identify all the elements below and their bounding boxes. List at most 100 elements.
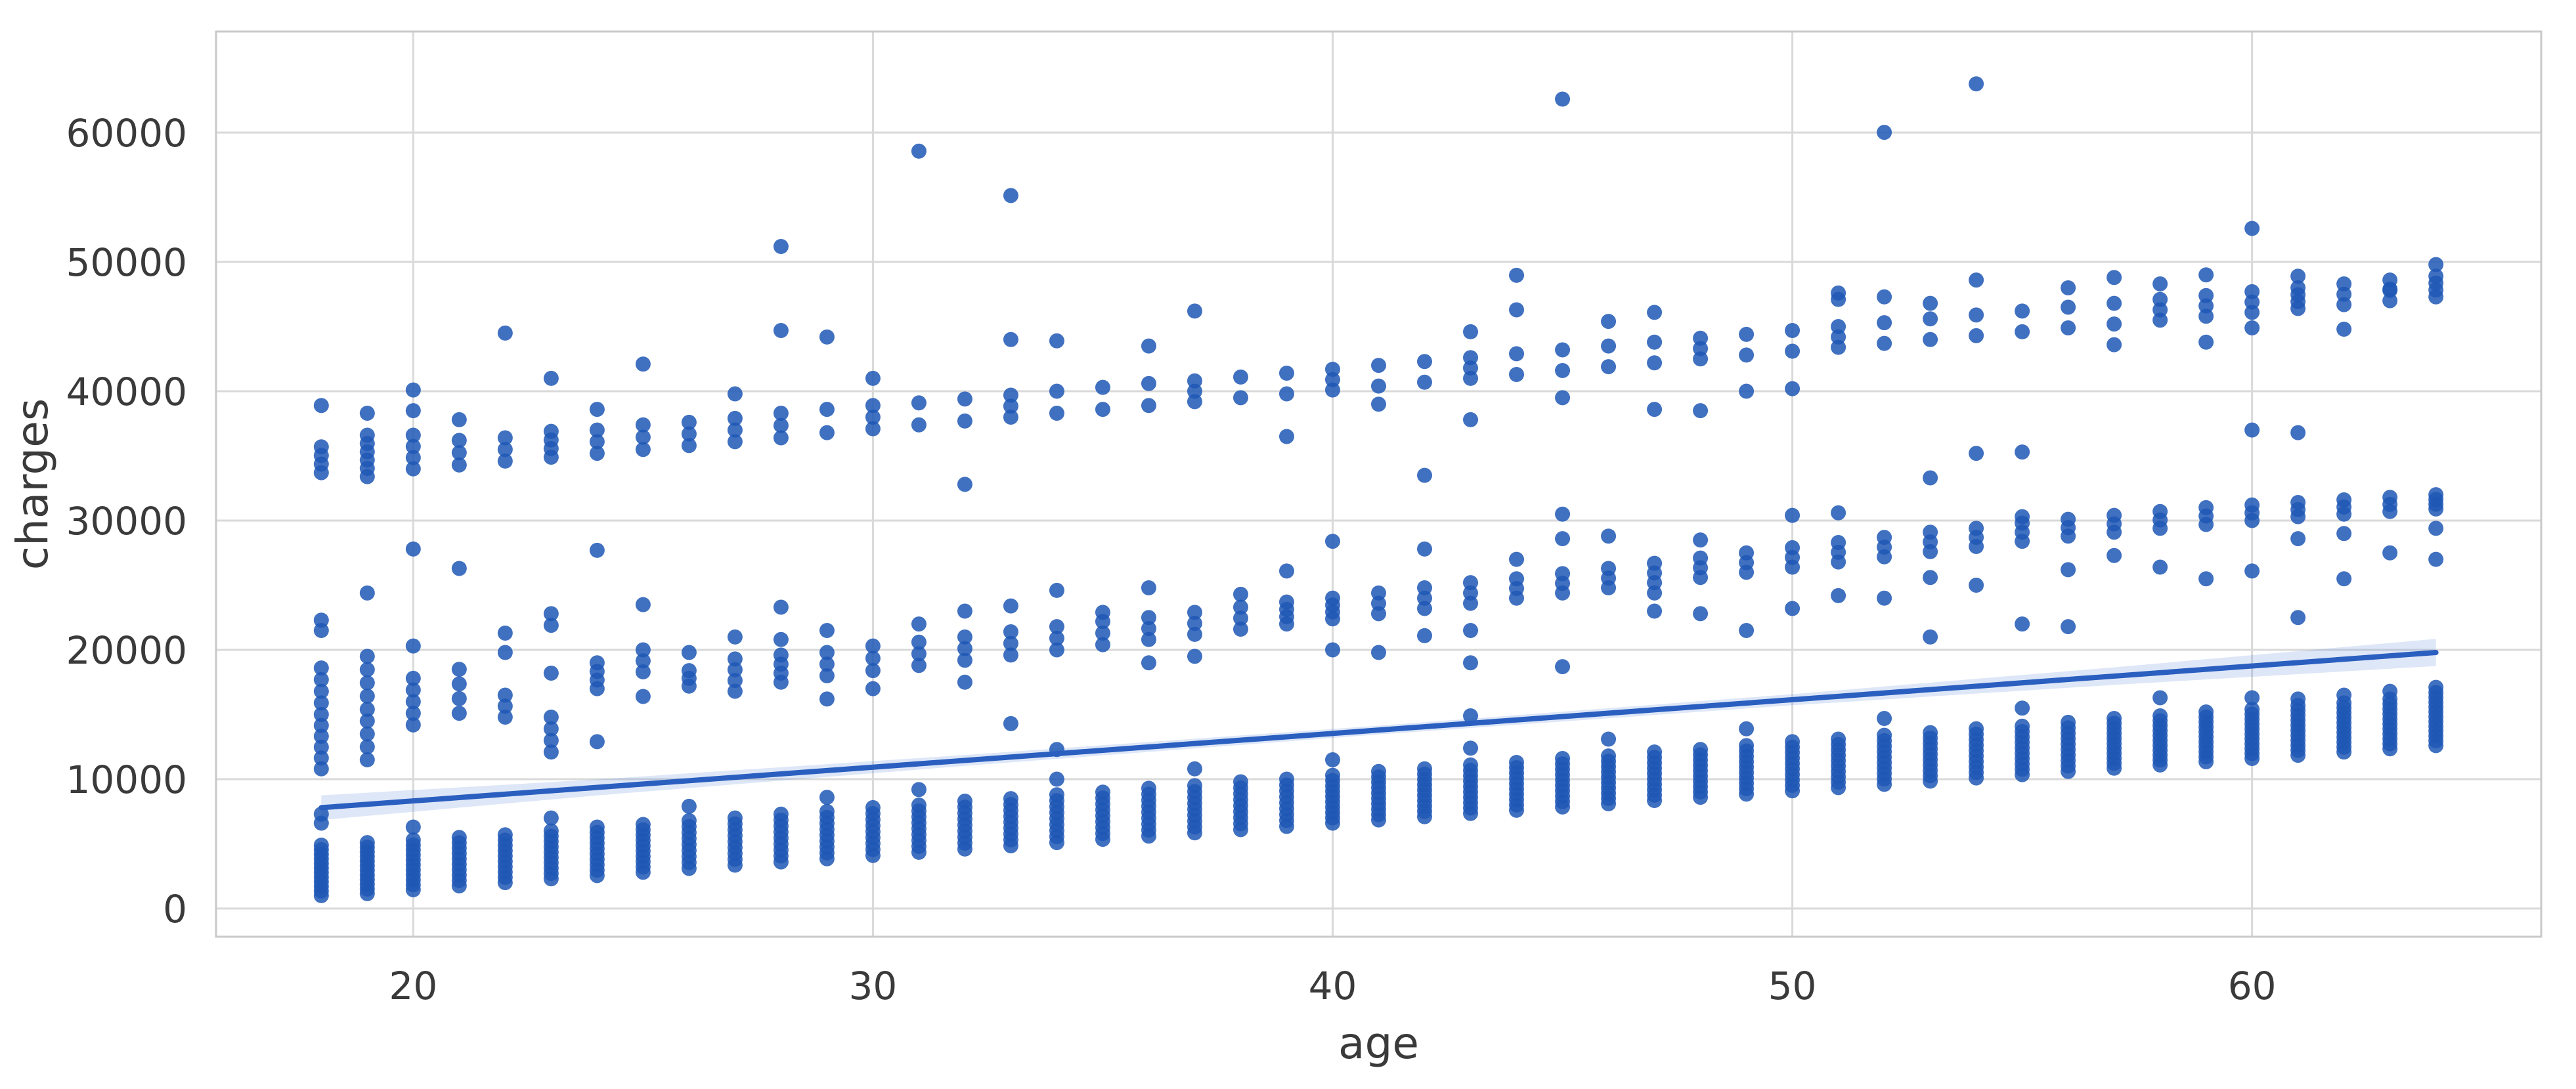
data-point — [1785, 343, 1801, 359]
y-tick-label: 60000 — [66, 111, 187, 156]
data-point — [1969, 578, 1984, 593]
x-tick-label: 30 — [849, 964, 898, 1008]
data-point — [1049, 787, 1064, 803]
data-point — [2382, 490, 2398, 505]
data-point — [405, 706, 421, 721]
data-point — [1647, 585, 1663, 601]
data-point — [1141, 580, 1156, 595]
data-point — [819, 691, 835, 707]
data-point — [1003, 647, 1018, 663]
data-point — [1187, 394, 1202, 410]
data-point — [359, 726, 375, 742]
data-point — [727, 434, 743, 450]
data-point — [2428, 268, 2444, 284]
data-point — [313, 660, 329, 676]
data-point — [1693, 351, 1709, 367]
data-point — [1278, 771, 1294, 787]
data-point — [635, 429, 651, 445]
data-point — [497, 709, 513, 725]
data-point — [635, 817, 651, 832]
data-point — [1371, 396, 1386, 412]
data-point — [1969, 721, 1984, 737]
x-tick-label: 20 — [389, 964, 437, 1008]
data-point — [957, 413, 972, 429]
data-point — [359, 739, 375, 755]
data-point — [1693, 403, 1709, 419]
data-point — [2290, 425, 2306, 440]
data-point — [2336, 297, 2352, 312]
data-point — [727, 810, 743, 826]
data-point — [681, 645, 697, 660]
data-point — [1417, 541, 1433, 557]
data-point — [405, 450, 421, 465]
data-point — [2336, 492, 2352, 508]
data-point — [1785, 540, 1801, 555]
data-point — [1923, 470, 1938, 486]
data-point — [2244, 305, 2260, 320]
data-point — [2107, 547, 2122, 563]
data-point — [2336, 276, 2352, 292]
data-point — [957, 641, 972, 656]
data-point — [2198, 288, 2214, 303]
data-point — [1463, 623, 1479, 639]
data-point — [865, 421, 881, 437]
data-point — [451, 662, 467, 677]
data-point — [819, 623, 835, 639]
data-point — [727, 422, 743, 438]
y-tick-label: 10000 — [66, 758, 187, 802]
data-point — [497, 453, 513, 469]
data-point — [2336, 321, 2352, 337]
data-point — [1739, 738, 1755, 754]
data-point — [497, 645, 513, 660]
data-point — [1785, 322, 1801, 338]
data-point — [359, 752, 375, 768]
data-point — [2152, 690, 2168, 706]
data-point — [1923, 725, 1938, 740]
data-point — [589, 422, 605, 438]
x-tick-label: 50 — [1768, 964, 1817, 1008]
data-point — [1877, 590, 1892, 606]
data-point — [911, 417, 927, 433]
data-point — [2382, 293, 2398, 309]
data-point — [543, 370, 559, 386]
data-point — [405, 819, 421, 835]
data-point — [543, 423, 559, 439]
data-point — [2152, 312, 2168, 328]
data-point — [727, 629, 743, 645]
data-point — [865, 651, 881, 666]
data-point — [1785, 601, 1801, 616]
data-point — [2336, 286, 2352, 302]
data-point — [1187, 778, 1202, 794]
data-point — [313, 683, 329, 699]
data-point — [1923, 311, 1938, 327]
data-point — [2198, 267, 2214, 283]
data-point — [1601, 338, 1617, 354]
data-point — [1923, 524, 1938, 540]
data-point — [957, 674, 972, 690]
x-tick-label: 60 — [2228, 964, 2277, 1008]
data-point — [1233, 586, 1248, 602]
fit-line — [318, 649, 2439, 811]
data-point — [635, 597, 651, 612]
data-point — [911, 658, 927, 673]
data-point — [1601, 314, 1617, 330]
data-point — [1049, 333, 1064, 349]
data-point — [405, 694, 421, 710]
data-point — [957, 794, 972, 809]
data-point — [1693, 341, 1709, 356]
data-point — [2015, 616, 2030, 632]
data-point — [1509, 571, 1525, 587]
data-point — [1141, 631, 1156, 647]
data-point — [405, 717, 421, 733]
data-point — [359, 649, 375, 664]
data-point — [1278, 594, 1294, 610]
data-point — [497, 325, 513, 341]
data-point — [681, 438, 697, 454]
data-point — [2244, 702, 2260, 717]
data-point — [635, 664, 651, 680]
data-point — [405, 670, 421, 686]
data-point — [1187, 649, 1202, 664]
data-point — [1278, 429, 1294, 444]
data-point — [2152, 559, 2168, 575]
data-point — [2061, 714, 2076, 730]
